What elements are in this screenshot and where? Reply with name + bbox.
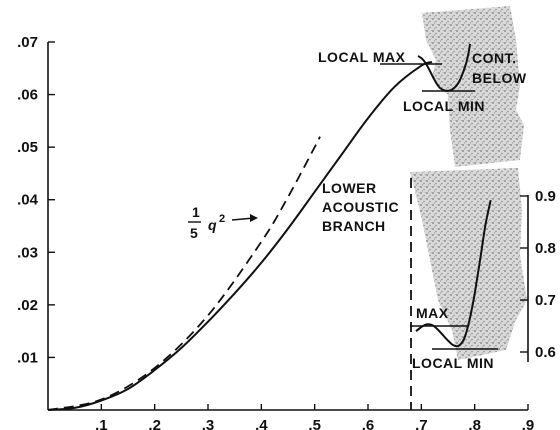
quadratic-approx-curve	[47, 136, 321, 411]
branch-label-line3: BRANCH	[322, 218, 386, 234]
y-ticks: .01 .02 .03 .04 .05 .06 .07	[17, 34, 55, 366]
upper-shaded-region	[422, 6, 524, 167]
inset-y-tick-label: 0.9	[535, 188, 556, 205]
q-fraction-numerator: 1	[192, 204, 200, 220]
y-tick-label: .04	[17, 192, 39, 209]
inset-y-tick-label: 0.6	[535, 344, 556, 361]
x-ticks: .1 .2 .3 .4 .5 .6 .7 .8 .9	[95, 404, 534, 430]
y-tick-label: .06	[17, 87, 38, 104]
upper-local-min-curve	[417, 43, 471, 92]
y-tick-label: .07	[17, 34, 38, 51]
x-tick-label: .9	[522, 417, 535, 430]
x-tick-label: .5	[308, 417, 321, 430]
inset-y-tick-label: 0.7	[535, 292, 556, 309]
y-tick-label: .01	[17, 349, 38, 366]
local-max-label: LOCAL MAX	[318, 49, 406, 65]
x-tick-label: .3	[202, 417, 215, 430]
x-tick-label: .8	[468, 417, 481, 430]
x-tick-label: .2	[148, 417, 161, 430]
x-tick-label: .6	[362, 417, 375, 430]
inset-y-ticks: 0.9 0.8 0.7 0.6	[520, 188, 556, 361]
x-tick-label: .1	[95, 417, 108, 430]
y-tick-label: .02	[17, 297, 38, 314]
y-tick-label: .05	[17, 139, 38, 156]
lower-acoustic-branch-curve	[47, 61, 433, 411]
x-tick-label: .7	[415, 417, 428, 430]
x-tick-label: .4	[255, 417, 268, 430]
quadratic-label: 1 5 q 2	[188, 204, 258, 241]
y-tick-label: .03	[17, 244, 38, 261]
branch-label-line2: ACOUSTIC	[322, 199, 399, 215]
local-min-upper-label: LOCAL MIN	[403, 98, 485, 114]
inset-local-min-label: LOCAL MIN	[412, 355, 494, 371]
lower-shaded-region	[410, 168, 527, 360]
q-exponent: 2	[219, 213, 226, 225]
cont-label-line1: CONT.	[472, 50, 517, 66]
inset-branch-curve	[415, 199, 492, 348]
q-variable: q	[208, 217, 217, 233]
inset-max-label: MAX	[416, 305, 449, 321]
q-pointer-arrow	[250, 214, 258, 222]
q-fraction-denominator: 5	[190, 225, 198, 241]
inset-y-tick-label: 0.8	[535, 240, 556, 257]
branch-label-line1: LOWER	[322, 180, 377, 196]
cont-label-line2: BELOW	[472, 70, 527, 86]
axes: .1 .2 .3 .4 .5 .6 .7 .8 .9 .01 .02 .03 .04 .05 .06 .07…	[17, 34, 556, 430]
